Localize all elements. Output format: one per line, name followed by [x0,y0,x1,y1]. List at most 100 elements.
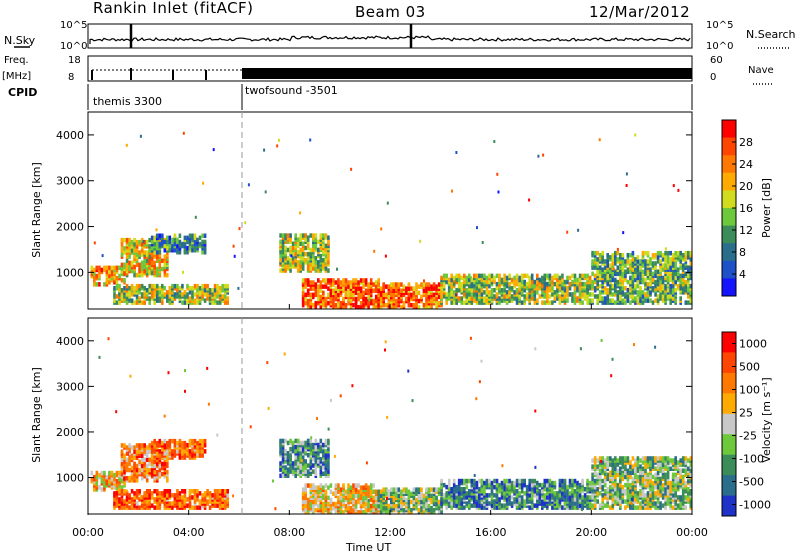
echo-cell [684,300,688,305]
echo-cell [133,503,136,508]
echo-cell [352,493,355,499]
echo-cell [140,292,144,297]
echo-cell [145,469,149,475]
echo-cell [367,294,370,300]
echo-cell [616,257,620,262]
echo-cell [588,275,592,281]
echo-cell [483,290,486,295]
echo-cell [128,447,131,452]
echo-cell [679,286,682,291]
echo-cell [384,254,387,258]
echo-cell [450,505,453,510]
echo-cell [372,305,375,310]
echo-cell [457,484,461,490]
echo-cell [196,294,199,299]
echo-cell [306,438,310,444]
echo-cell [115,483,119,488]
echo-cell [120,479,124,484]
echo-cell [410,286,413,291]
echo-cell [543,478,547,484]
echo-cell [455,489,458,494]
echo-cell [561,505,564,510]
power-ylabel: Slant Range [km] [30,162,43,258]
colorbar-swatch [722,278,736,297]
echo-cell [161,283,164,289]
echo-cell [317,268,320,273]
echo-cell [624,263,627,268]
echo-cell [616,247,619,251]
echo-cell [372,298,375,304]
echo-cell [357,510,360,515]
echo-cell [130,445,134,450]
echo-cell [327,235,330,240]
echo-cell [543,294,547,299]
echo-cell [641,290,645,295]
nave-tick-low: 0 [710,72,716,83]
echo-cell [359,292,363,298]
echo-cell [500,277,504,283]
echo-cell [143,268,146,274]
echo-cell [188,438,192,444]
echo-cell [551,275,554,281]
echo-cell [437,294,441,300]
echo-cell [306,473,310,478]
echo-cell [614,300,617,305]
echo-cell [551,489,554,494]
echo-cell [651,271,655,277]
echo-cell [299,260,302,265]
echo-cell [556,277,559,283]
echo-cell [475,286,479,291]
echo-cell [286,451,290,456]
echo-cell [100,470,104,476]
echo-cell [619,489,622,494]
echo-cell [135,489,139,494]
echo-cell [609,462,612,467]
echo-cell [153,250,156,255]
echo-cell [357,483,360,488]
echo-cell [216,300,219,305]
echo-cell [339,487,343,492]
echo-cell [181,241,184,247]
echo-cell [659,250,662,256]
nsky-trace [89,35,691,44]
echo-cell [400,503,403,509]
colorbar-swatch [722,225,736,244]
echo-cell [593,286,597,291]
echo-cell [123,250,126,255]
echo-cell [606,263,609,268]
echo-cell [324,453,328,458]
echo-cell [548,300,552,305]
echo-cell [133,449,136,454]
ytick-label: 2000 [56,221,84,234]
echo-cell [306,463,310,468]
echo-cell [135,463,139,469]
echo-cell [395,302,398,308]
echo-cell [415,290,418,296]
echo-cell [621,484,625,490]
echo-cell [304,258,307,263]
echo-cell [629,464,632,469]
echo-cell [513,480,516,486]
echo-cell [327,256,330,261]
echo-cell [503,503,506,508]
echo-cell [118,283,121,289]
echo-cell [654,298,657,303]
echo-cell [556,501,559,506]
echo-cell [327,485,330,490]
echo-cell [140,260,144,266]
echo-cell [306,251,310,257]
echo-cell [515,489,519,494]
echo-cell [510,286,514,291]
echo-cell [156,298,159,303]
echo-cell [173,292,177,297]
echo-cell [198,505,202,510]
echo-cell [624,474,627,480]
echo-cell [286,233,290,238]
echo-cell [546,491,549,496]
echo-cell [138,497,141,502]
echo-cell [631,275,635,281]
echo-cell [304,487,307,492]
echo-cell [581,300,584,305]
echo-cell [578,493,582,498]
echo-cell [478,288,481,293]
